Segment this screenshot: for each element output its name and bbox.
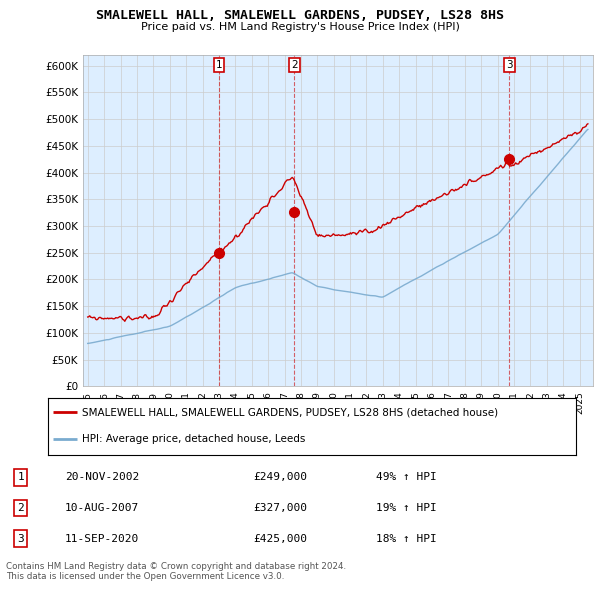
Text: 18% ↑ HPI: 18% ↑ HPI <box>376 533 437 543</box>
Text: 1: 1 <box>215 60 222 70</box>
Text: Contains HM Land Registry data © Crown copyright and database right 2024.
This d: Contains HM Land Registry data © Crown c… <box>6 562 346 581</box>
Text: 20-NOV-2002: 20-NOV-2002 <box>65 473 139 483</box>
Text: 11-SEP-2020: 11-SEP-2020 <box>65 533 139 543</box>
Text: 1: 1 <box>17 473 24 483</box>
Text: 3: 3 <box>17 533 24 543</box>
Text: HPI: Average price, detached house, Leeds: HPI: Average price, detached house, Leed… <box>82 434 305 444</box>
Text: 2: 2 <box>291 60 298 70</box>
Text: £327,000: £327,000 <box>253 503 307 513</box>
Text: £249,000: £249,000 <box>253 473 307 483</box>
Text: 10-AUG-2007: 10-AUG-2007 <box>65 503 139 513</box>
Text: Price paid vs. HM Land Registry's House Price Index (HPI): Price paid vs. HM Land Registry's House … <box>140 22 460 32</box>
Text: 2: 2 <box>17 503 24 513</box>
Text: SMALEWELL HALL, SMALEWELL GARDENS, PUDSEY, LS28 8HS: SMALEWELL HALL, SMALEWELL GARDENS, PUDSE… <box>96 9 504 22</box>
Text: £425,000: £425,000 <box>253 533 307 543</box>
Text: 19% ↑ HPI: 19% ↑ HPI <box>376 503 437 513</box>
Text: 3: 3 <box>506 60 512 70</box>
Text: 49% ↑ HPI: 49% ↑ HPI <box>376 473 437 483</box>
Text: SMALEWELL HALL, SMALEWELL GARDENS, PUDSEY, LS28 8HS (detached house): SMALEWELL HALL, SMALEWELL GARDENS, PUDSE… <box>82 407 499 417</box>
